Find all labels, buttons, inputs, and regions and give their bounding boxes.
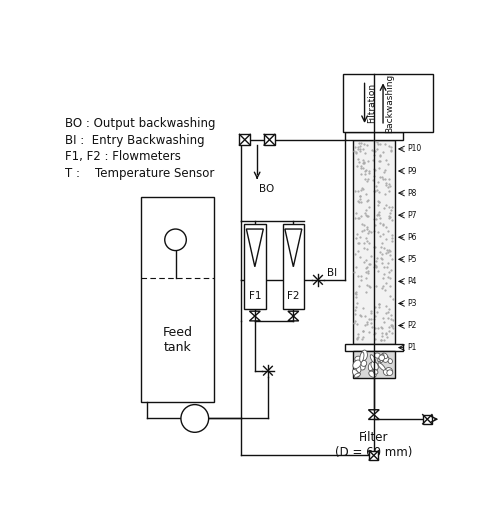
Text: BO: BO [260, 185, 275, 194]
Text: Feed
tank: Feed tank [162, 326, 192, 354]
Text: T :    Temperature Sensor: T : Temperature Sensor [66, 168, 215, 180]
Bar [423, 415, 432, 424]
Bar [239, 134, 250, 145]
Ellipse shape [383, 357, 389, 362]
Ellipse shape [361, 360, 367, 367]
Text: P6: P6 [407, 233, 417, 242]
Text: P2: P2 [407, 321, 417, 330]
Ellipse shape [388, 359, 392, 363]
Text: P1: P1 [407, 343, 417, 352]
Text: P9: P9 [407, 167, 417, 176]
Bar [141, 197, 214, 402]
Text: BI :  Entry Backwashing: BI : Entry Backwashing [66, 133, 205, 147]
Ellipse shape [380, 354, 384, 363]
Ellipse shape [373, 370, 378, 374]
Ellipse shape [358, 360, 363, 369]
Ellipse shape [374, 353, 380, 358]
Text: P8: P8 [407, 189, 417, 198]
Text: T: T [172, 235, 179, 245]
Ellipse shape [387, 370, 393, 376]
Ellipse shape [378, 355, 383, 361]
Ellipse shape [370, 363, 374, 372]
Ellipse shape [373, 362, 377, 368]
Bar [283, 224, 304, 309]
Bar [343, 74, 433, 132]
Text: P3: P3 [407, 299, 417, 308]
Bar [345, 132, 403, 140]
Ellipse shape [385, 368, 392, 374]
Ellipse shape [360, 352, 364, 362]
Text: BO : Output backwashing: BO : Output backwashing [66, 116, 216, 130]
Ellipse shape [368, 362, 374, 371]
Ellipse shape [382, 353, 388, 359]
Text: P4: P4 [407, 277, 417, 286]
Bar [345, 344, 403, 351]
Text: F1: F1 [248, 291, 261, 302]
Ellipse shape [361, 350, 367, 360]
Bar [264, 134, 275, 145]
Text: BI: BI [327, 268, 337, 278]
Text: P10: P10 [407, 144, 421, 153]
Ellipse shape [370, 355, 376, 363]
Text: Filtration: Filtration [367, 83, 376, 123]
Text: Backwashing: Backwashing [385, 74, 394, 133]
Text: F1, F2 : Flowmeters: F1, F2 : Flowmeters [66, 150, 181, 163]
Ellipse shape [360, 362, 366, 368]
Ellipse shape [369, 371, 376, 377]
Ellipse shape [352, 369, 359, 377]
Ellipse shape [358, 363, 365, 370]
Text: P5: P5 [407, 255, 417, 264]
Bar [353, 351, 395, 378]
Text: P7: P7 [407, 211, 417, 220]
Bar [244, 224, 266, 309]
Text: Filter
(D = 60 mm): Filter (D = 60 mm) [335, 431, 412, 459]
Ellipse shape [371, 361, 378, 370]
Text: F2: F2 [287, 291, 300, 302]
Circle shape [165, 229, 186, 251]
Ellipse shape [353, 360, 361, 369]
Ellipse shape [383, 370, 389, 376]
Ellipse shape [354, 373, 361, 377]
Ellipse shape [379, 355, 385, 361]
Ellipse shape [371, 369, 376, 376]
Bar [353, 140, 395, 344]
Bar [369, 451, 378, 460]
Ellipse shape [355, 356, 362, 362]
Circle shape [181, 405, 208, 432]
Ellipse shape [356, 363, 361, 372]
Ellipse shape [378, 363, 385, 371]
